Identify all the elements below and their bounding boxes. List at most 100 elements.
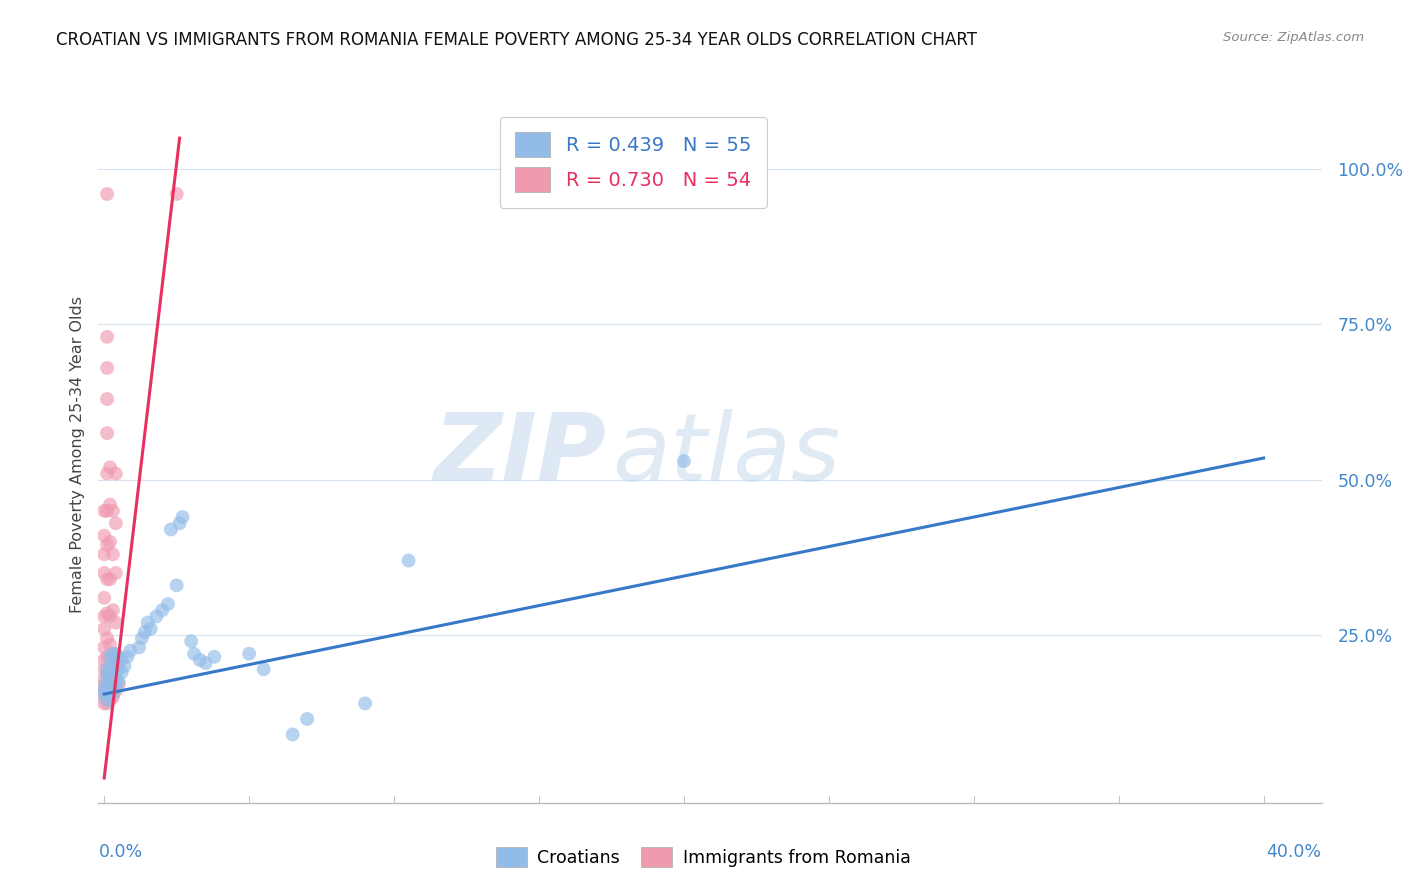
- Point: [96, 678, 118, 692]
- Legend: R = 0.439   N = 55, R = 0.730   N = 54: R = 0.439 N = 55, R = 0.730 N = 54: [499, 117, 766, 208]
- Text: CROATIAN VS IMMIGRANTS FROM ROMANIA FEMALE POVERTY AMONG 25-34 YEAR OLDS CORRELA: CROATIAN VS IMMIGRANTS FROM ROMANIA FEMA…: [56, 31, 977, 49]
- Point: [166, 578, 188, 592]
- Point: [96, 631, 118, 645]
- Point: [104, 681, 127, 695]
- Point: [96, 697, 118, 711]
- Point: [104, 684, 127, 698]
- Text: 0.0%: 0.0%: [98, 843, 142, 861]
- Point: [101, 668, 124, 682]
- Point: [131, 631, 153, 645]
- Point: [93, 529, 115, 543]
- Point: [672, 454, 695, 468]
- Point: [93, 591, 115, 605]
- Point: [98, 684, 121, 698]
- Point: [93, 681, 115, 695]
- Point: [107, 662, 129, 676]
- Point: [98, 659, 121, 673]
- Point: [104, 566, 127, 580]
- Point: [98, 572, 121, 586]
- Point: [281, 727, 304, 741]
- Point: [104, 659, 127, 673]
- Point: [96, 504, 118, 518]
- Text: Source: ZipAtlas.com: Source: ZipAtlas.com: [1223, 31, 1364, 45]
- Point: [169, 516, 191, 531]
- Point: [107, 649, 129, 664]
- Point: [110, 665, 132, 680]
- Point: [98, 609, 121, 624]
- Point: [98, 637, 121, 651]
- Point: [96, 687, 118, 701]
- Point: [354, 697, 377, 711]
- Point: [134, 624, 156, 639]
- Point: [96, 572, 118, 586]
- Point: [98, 678, 121, 692]
- Point: [98, 690, 121, 705]
- Point: [96, 607, 118, 621]
- Text: 40.0%: 40.0%: [1267, 843, 1322, 861]
- Y-axis label: Female Poverty Among 25-34 Year Olds: Female Poverty Among 25-34 Year Olds: [69, 296, 84, 614]
- Text: ZIP: ZIP: [433, 409, 606, 501]
- Point: [93, 690, 115, 705]
- Point: [114, 659, 136, 673]
- Legend: Croatians, Immigrants from Romania: Croatians, Immigrants from Romania: [489, 840, 917, 874]
- Point: [101, 674, 124, 689]
- Point: [93, 609, 115, 624]
- Point: [101, 603, 124, 617]
- Point: [183, 647, 205, 661]
- Point: [96, 649, 118, 664]
- Point: [98, 662, 121, 676]
- Point: [398, 553, 420, 567]
- Point: [96, 330, 118, 344]
- Point: [101, 687, 124, 701]
- Point: [96, 674, 118, 689]
- Point: [93, 640, 115, 655]
- Point: [93, 687, 115, 701]
- Point: [96, 693, 118, 707]
- Point: [180, 634, 202, 648]
- Point: [202, 649, 225, 664]
- Point: [166, 187, 188, 202]
- Point: [96, 467, 118, 481]
- Point: [96, 668, 118, 682]
- Point: [93, 653, 115, 667]
- Point: [93, 697, 115, 711]
- Point: [104, 672, 127, 686]
- Point: [104, 615, 127, 630]
- Point: [96, 687, 118, 701]
- Point: [96, 538, 118, 552]
- Point: [120, 643, 142, 657]
- Point: [101, 504, 124, 518]
- Point: [156, 597, 179, 611]
- Point: [128, 640, 150, 655]
- Point: [136, 615, 159, 630]
- Point: [98, 668, 121, 682]
- Point: [96, 426, 118, 441]
- Point: [101, 678, 124, 692]
- Point: [96, 392, 118, 406]
- Point: [104, 647, 127, 661]
- Point: [295, 712, 318, 726]
- Point: [188, 653, 211, 667]
- Point: [93, 662, 115, 676]
- Point: [98, 693, 121, 707]
- Point: [145, 609, 167, 624]
- Point: [93, 678, 115, 692]
- Point: [104, 467, 127, 481]
- Point: [101, 647, 124, 661]
- Point: [96, 665, 118, 680]
- Point: [93, 684, 115, 698]
- Point: [93, 547, 115, 561]
- Point: [93, 504, 115, 518]
- Point: [194, 656, 217, 670]
- Point: [101, 547, 124, 561]
- Point: [117, 649, 139, 664]
- Point: [172, 510, 194, 524]
- Point: [93, 672, 115, 686]
- Point: [160, 523, 183, 537]
- Point: [96, 681, 118, 695]
- Point: [98, 681, 121, 695]
- Text: atlas: atlas: [612, 409, 841, 500]
- Point: [238, 647, 260, 661]
- Point: [104, 659, 127, 673]
- Point: [98, 498, 121, 512]
